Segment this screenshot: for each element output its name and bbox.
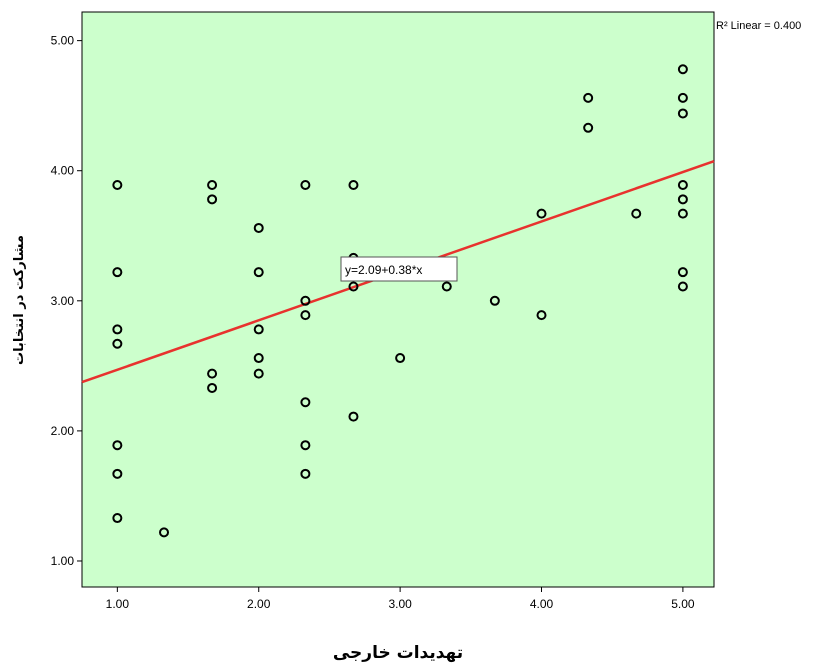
equation-box-frame (340, 256, 458, 282)
data-point (253, 353, 264, 364)
x-tick-label: 1.00 (106, 597, 130, 611)
y-axis-title: مشارکت در انتخابات (12, 235, 27, 365)
data-point (112, 180, 123, 191)
r2-label: R² Linear = 0.400 (716, 20, 801, 32)
data-point (300, 468, 311, 479)
y-tick-label: 4.00 (51, 164, 75, 178)
data-point (112, 324, 123, 335)
y-tick-label: 2.00 (51, 424, 75, 438)
data-point (207, 194, 218, 205)
data-point (112, 338, 123, 349)
data-point (489, 295, 500, 306)
x-tick-label: 3.00 (388, 597, 412, 611)
data-point (441, 281, 452, 292)
data-point (348, 180, 359, 191)
data-point (677, 180, 688, 191)
data-point (253, 324, 264, 335)
data-point (677, 267, 688, 278)
data-point (395, 353, 406, 364)
data-point (536, 208, 547, 219)
data-point (677, 108, 688, 119)
data-point (300, 295, 311, 306)
x-axis-title: تهدیدات خارجی (333, 643, 463, 663)
data-point (253, 368, 264, 379)
data-point (300, 180, 311, 191)
data-point (112, 513, 123, 524)
data-point (159, 527, 170, 538)
data-point (112, 468, 123, 479)
data-points (112, 64, 688, 538)
data-point (677, 64, 688, 75)
data-point (677, 194, 688, 205)
data-point (677, 281, 688, 292)
data-point (536, 310, 547, 321)
data-point (253, 222, 264, 233)
plot-area (81, 11, 715, 588)
x-tick-label: 4.00 (530, 597, 554, 611)
data-point (631, 208, 642, 219)
data-point (300, 310, 311, 321)
data-point (348, 411, 359, 422)
x-axis: 1.00 2.00 3.00 4.00 5.00 (106, 587, 695, 611)
data-point (348, 281, 359, 292)
data-point (207, 368, 218, 379)
x-tick-label: 5.00 (671, 597, 695, 611)
data-point (677, 92, 688, 103)
data-point (112, 267, 123, 278)
y-tick-label: 5.00 (51, 34, 75, 48)
y-tick-label: 3.00 (51, 294, 75, 308)
data-point (300, 397, 311, 408)
data-point (253, 267, 264, 278)
data-point (583, 92, 594, 103)
x-tick-label: 2.00 (247, 597, 271, 611)
y-axis: 1.00 2.00 3.00 4.00 5.00 (51, 34, 82, 568)
data-point (677, 208, 688, 219)
data-point (207, 180, 218, 191)
data-point (207, 382, 218, 393)
equation-box: y=2.09+0.38*x (340, 256, 458, 282)
equation-label: y=2.09+0.38*x (345, 263, 422, 277)
data-point (112, 440, 123, 451)
data-point (300, 440, 311, 451)
data-point (583, 122, 594, 133)
y-tick-label: 1.00 (51, 554, 75, 568)
